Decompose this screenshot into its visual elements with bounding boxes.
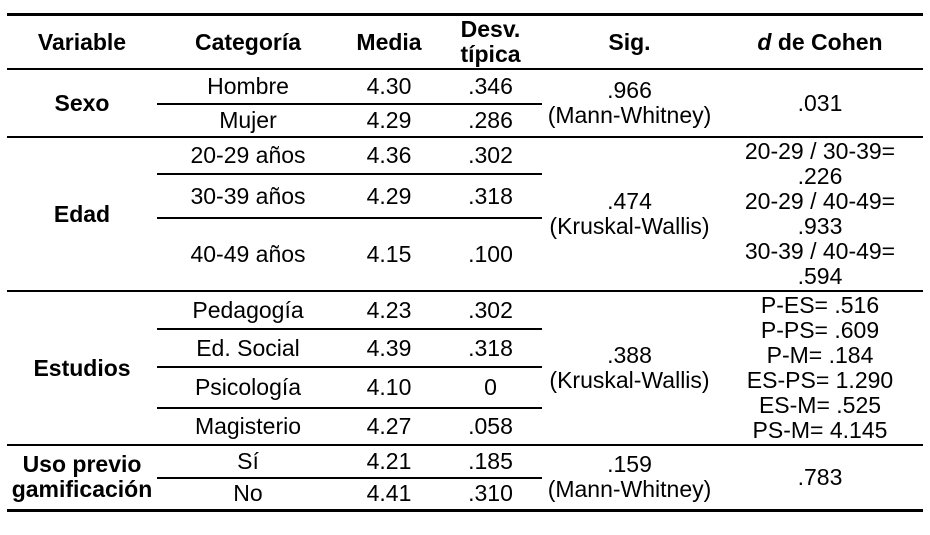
sig-cell: .159 (Mann-Whitney)	[542, 445, 717, 510]
cohen-line: P-PS= .609	[760, 317, 880, 343]
col-header-d-cohen: d de Cohen	[717, 15, 923, 70]
header-row: Variable Categoría Media Desv. típica Si…	[7, 15, 923, 70]
mean-cell: 4.41	[366, 480, 412, 507]
sig-test: (Mann-Whitney)	[547, 476, 712, 503]
sd-cell: .318	[439, 329, 542, 369]
table-row: 40-49 años 4.15 .100	[7, 218, 923, 291]
table-row: Magisterio 4.27 .058	[7, 408, 923, 445]
cohen-d-cell: P-ES= .516 P-PS= .609 P-M= .184 ES-PS= 1…	[717, 291, 923, 445]
sig-value: .474	[607, 188, 652, 214]
sig-test: (Kruskal-Wallis)	[549, 213, 710, 239]
sig-test: (Mann-Whitney)	[547, 102, 712, 128]
cohen-line: .783	[797, 463, 843, 490]
sig-test: (Kruskal-Wallis)	[549, 367, 710, 393]
cohen-line: P-ES= .516	[760, 292, 880, 318]
sd-cell: .310	[468, 480, 513, 507]
mean-cell: 4.39	[339, 329, 439, 369]
sd-cell: .302	[439, 137, 542, 176]
cohen-line: .594	[797, 263, 843, 289]
sig-value: .966	[607, 77, 652, 103]
cohen-line: 30-39 / 40-49=	[744, 238, 896, 264]
table-row: Estudios Pedagogía 4.23 .302 .388 (Krusk…	[7, 291, 923, 443]
sig-value: .388	[607, 342, 652, 368]
sd-cell: .302	[439, 291, 542, 331]
cohen-d-cell: 20-29 / 30-39= .226 20-29 / 40-49= .933 …	[717, 137, 923, 291]
sd-cell: .058	[468, 412, 513, 439]
section-edad: Edad 20-29 años 4.36 .302 .474 (Kruskal-…	[7, 137, 923, 291]
sd-cell: .346	[439, 69, 542, 105]
section-estudios: Estudios Pedagogía 4.23 .302 .388 (Krusk…	[7, 291, 923, 445]
cohen-line: .226	[797, 163, 843, 189]
sig-cell: .966 (Mann-Whitney)	[542, 69, 717, 137]
table-row: Sexo Hombre 4.30 .346 .966 (Mann-Whitney…	[7, 69, 923, 128]
statistics-table: Variable Categoría Media Desv. típica Si…	[7, 13, 923, 512]
sig-cell: .474 (Kruskal-Wallis)	[542, 137, 717, 291]
cohen-line: 20-29 / 40-49=	[744, 188, 896, 214]
table-header: Variable Categoría Media Desv. típica Si…	[7, 15, 923, 70]
d-symbol: d	[757, 28, 772, 55]
sig-value: .159	[607, 451, 652, 478]
mean-cell: 4.21	[339, 445, 439, 479]
col-header-desv-tipica: Desv. típica	[460, 16, 521, 67]
table-row: Edad 20-29 años 4.36 .302 .474 (Kruskal-…	[7, 137, 923, 289]
cohen-line: PS-M= 4.145	[752, 417, 888, 443]
cohen-line: 20-29 / 30-39=	[744, 138, 896, 164]
section-uso-previo: Uso previo gamificación Sí 4.21 .185 .15…	[7, 445, 923, 510]
mean-cell: 4.15	[366, 241, 412, 268]
cohen-d-cell: .783	[717, 445, 923, 510]
mean-cell: 4.23	[339, 291, 439, 331]
table-row: No 4.41 .310	[7, 478, 923, 510]
sd-cell: 0	[439, 367, 542, 409]
category-cell: 30-39 años	[157, 174, 339, 220]
col-header-variable: Variable	[37, 28, 127, 55]
category-cell: Sí	[157, 445, 339, 479]
category-cell: Hombre	[157, 69, 339, 105]
sig-cell: .388 (Kruskal-Wallis)	[542, 291, 717, 445]
category-cell: 20-29 años	[157, 137, 339, 176]
sd-cell: .185	[439, 445, 542, 479]
variable-cell: Sexo	[54, 89, 110, 116]
category-cell: 40-49 años	[190, 241, 306, 268]
cohen-line: P-M= .184	[766, 342, 874, 368]
category-cell: No	[233, 480, 263, 507]
d-cohen-label: de Cohen	[777, 28, 883, 55]
cohen-line: .933	[797, 213, 843, 239]
sd-cell: .100	[468, 241, 513, 268]
mean-cell: 4.29	[339, 174, 439, 220]
cohen-line: ES-PS= 1.290	[746, 367, 894, 393]
mean-cell: 4.29	[366, 107, 412, 133]
sd-cell: .318	[439, 174, 542, 220]
mean-cell: 4.30	[339, 69, 439, 105]
cohen-d-cell: .031	[717, 69, 923, 137]
category-cell: Magisterio	[194, 412, 302, 439]
mean-cell: 4.10	[339, 367, 439, 409]
variable-cell: Edad	[53, 200, 111, 227]
col-header-categoria: Categoría	[194, 28, 302, 55]
table-row: Ed. Social 4.39 .318	[7, 329, 923, 369]
table-row: Mujer 4.29 .286	[7, 104, 923, 137]
variable-cell: Uso previo gamificación	[11, 451, 153, 503]
col-header-sig: Sig.	[608, 28, 651, 55]
category-cell: Psicología	[157, 367, 339, 409]
sd-cell: .286	[468, 107, 513, 133]
cohen-line: ES-M= .525	[758, 392, 882, 418]
table-row: Psicología 4.10 0	[7, 367, 923, 409]
section-sexo: Sexo Hombre 4.30 .346 .966 (Mann-Whitney…	[7, 69, 923, 137]
table-row: 30-39 años 4.29 .318	[7, 174, 923, 220]
category-cell: Mujer	[219, 107, 277, 133]
variable-cell: Estudios	[33, 354, 131, 381]
cohen-line: .031	[797, 89, 843, 116]
mean-cell: 4.36	[339, 137, 439, 176]
table-row: Uso previo gamificación Sí 4.21 .185 .15…	[7, 445, 923, 502]
category-cell: Ed. Social	[157, 329, 339, 369]
mean-cell: 4.27	[366, 412, 412, 439]
col-header-media: Media	[356, 28, 422, 55]
category-cell: Pedagogía	[157, 291, 339, 331]
